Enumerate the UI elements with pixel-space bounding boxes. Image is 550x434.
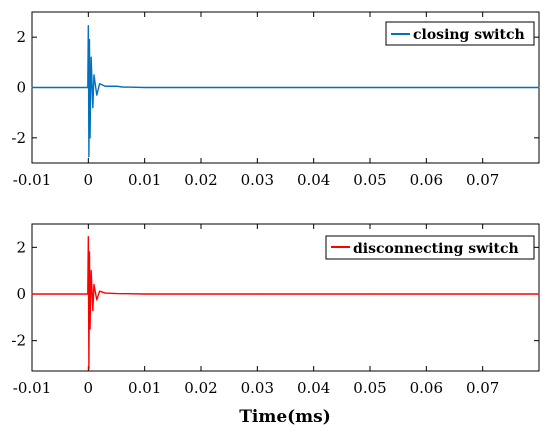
top-data-point [104,85,106,87]
top-x-tick-label: 0.03 [241,171,274,189]
bottom-y-tick-label: -2 [11,332,26,350]
bottom-data-point [256,293,258,295]
bottom-x-tick-label: 0.07 [466,379,499,397]
bottom-axes-frame [31,223,540,372]
top-y-tick-label: -2 [11,129,26,147]
top-data-point [87,86,89,89]
top-data-point [87,25,89,27]
bottom-legend-label: disconnecting switch [353,241,519,257]
bottom-data-point [99,290,101,292]
top-data-point [538,86,540,89]
bottom-data-point [104,292,106,294]
top-data-point [92,107,94,109]
bottom-series-line [32,236,539,370]
top-data-point [482,86,484,89]
top-data-point [88,156,90,158]
top-data-point [99,83,101,85]
bottom-x-tick-label: 0.01 [128,379,161,397]
top-data-point [31,86,33,89]
bottom-x-tick-label: -0.01 [13,379,51,397]
bottom-data-point [87,293,89,295]
bottom-legend: disconnecting switch [325,235,535,260]
bottom-data-point [90,270,92,272]
top-y-tick-label: 2 [16,28,26,46]
top-x-tick-label: 0.06 [410,171,443,189]
top-legend-label: closing switch [413,27,525,43]
bottom-data-point [89,328,91,330]
bottom-data-point [538,293,540,295]
top-x-tick-label: -0.01 [13,171,51,189]
top-legend: closing switch [385,21,535,46]
top-legend-box [385,21,535,46]
bottom-data-point [96,299,98,301]
bottom-data-point [115,292,118,295]
top-x-tick-label: 0.01 [128,171,161,189]
top-data-point [93,74,95,76]
bottom-y-tick-label: 0 [16,285,26,303]
bottom-data-point [369,293,371,295]
bottom-panel: 20-2 -0.01 0 0.01 0.02 0.03 0.04 0.05 0.06 0.07 … [11,223,540,427]
x-axis-label: Time(ms) [239,407,331,427]
bottom-data-point [88,368,90,370]
top-data-point [96,94,98,96]
bottom-x-tick-label: 0.04 [297,379,330,397]
bottom-data-point [93,284,95,286]
top-x-tick-label: 0.05 [353,171,386,189]
bottom-x-tick-label: 0.05 [353,379,386,397]
top-x-tick-label: 0 [84,171,94,189]
top-data-point [121,86,123,88]
bottom-series-group [31,236,540,370]
top-data-point [256,86,258,89]
bottom-data-point [144,293,146,295]
bottom-data-point [482,293,484,295]
bottom-x-tick-label: 0 [84,379,94,397]
bottom-x-tick-label: 0.02 [184,379,217,397]
bottom-data-point [31,293,33,295]
bottom-x-tick-label: 0.06 [410,379,443,397]
bottom-data-point [87,236,89,238]
top-data-point [369,86,371,89]
top-data-point [115,85,118,87]
top-y-tick-label: 0 [16,79,26,97]
bottom-legend-box [325,235,535,260]
bottom-data-point [92,309,94,311]
top-x-tick-label: 0.02 [184,171,217,189]
top-data-point [89,137,91,139]
top-data-point [90,56,92,58]
top-panel: 20-2 -0.01 0 0.01 0.02 0.03 0.04 0.05 0.06 0.07 … [11,11,540,189]
top-data-point [88,39,91,41]
bottom-x-tick-label: 0.03 [241,379,274,397]
top-data-point [144,86,146,89]
bottom-data-point [88,251,91,253]
top-x-tick-label: 0.04 [297,171,330,189]
bottom-y-tick-label: 2 [16,238,26,256]
top-series-group [31,25,540,158]
top-x-tick-label: 0.07 [466,171,499,189]
